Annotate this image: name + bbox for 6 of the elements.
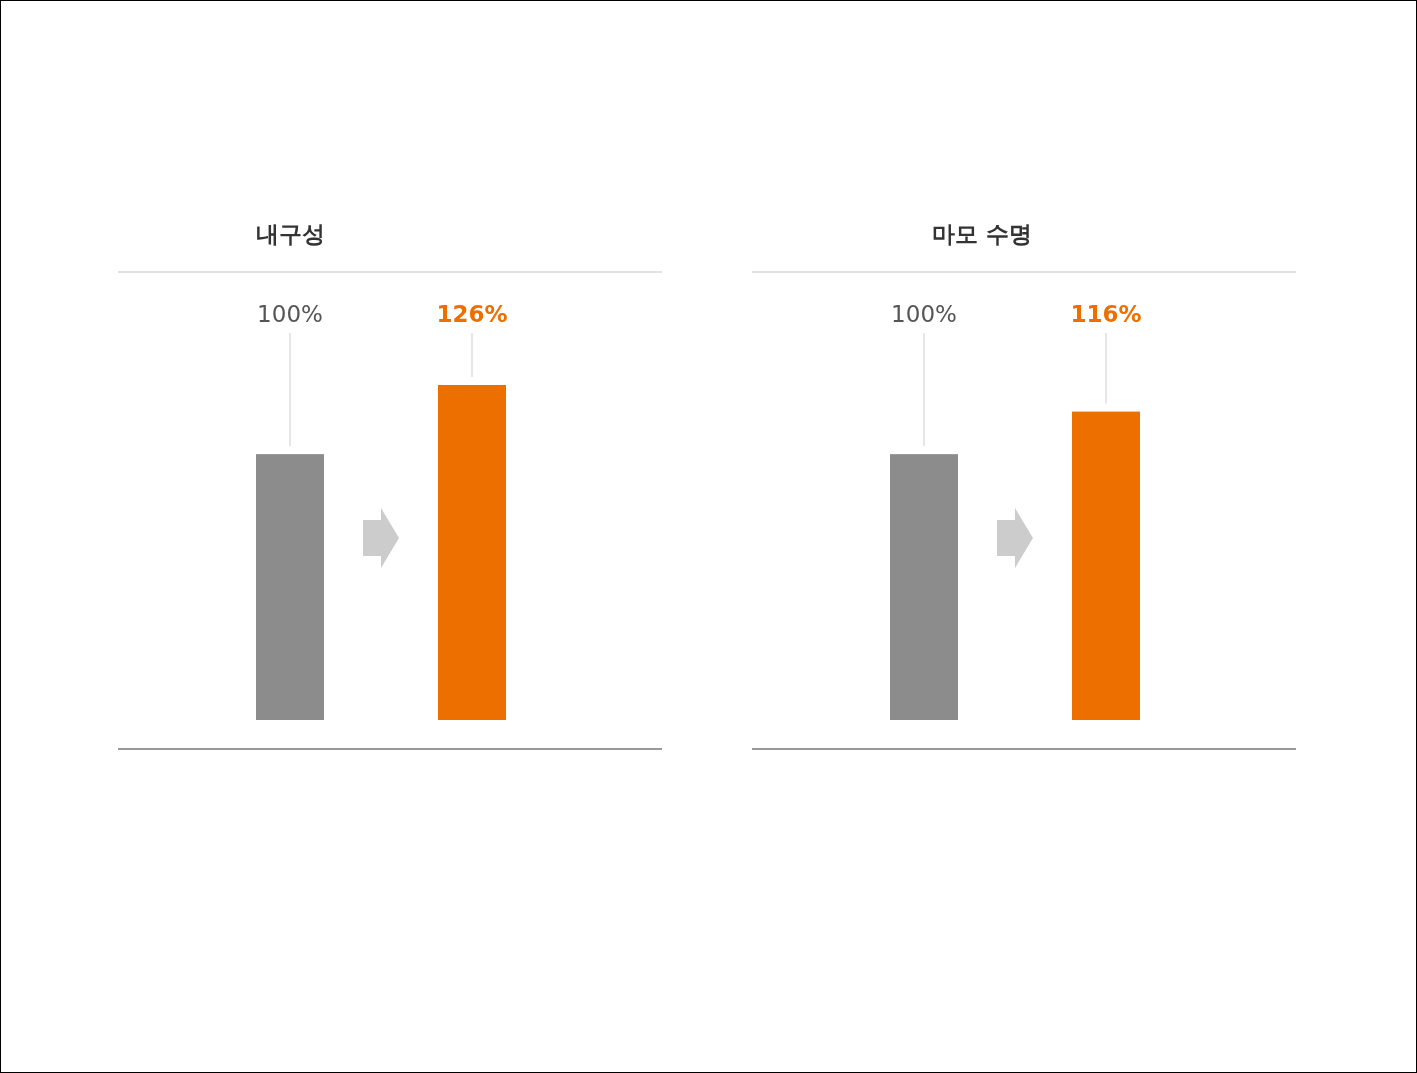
data-label: 100%	[257, 301, 323, 327]
chart-title: 내구성	[255, 221, 325, 247]
data-label: 126%	[436, 301, 508, 327]
data-label: 100%	[891, 301, 957, 327]
chart-title: 마모 수명	[931, 221, 1033, 247]
data-label: 116%	[1070, 301, 1142, 327]
